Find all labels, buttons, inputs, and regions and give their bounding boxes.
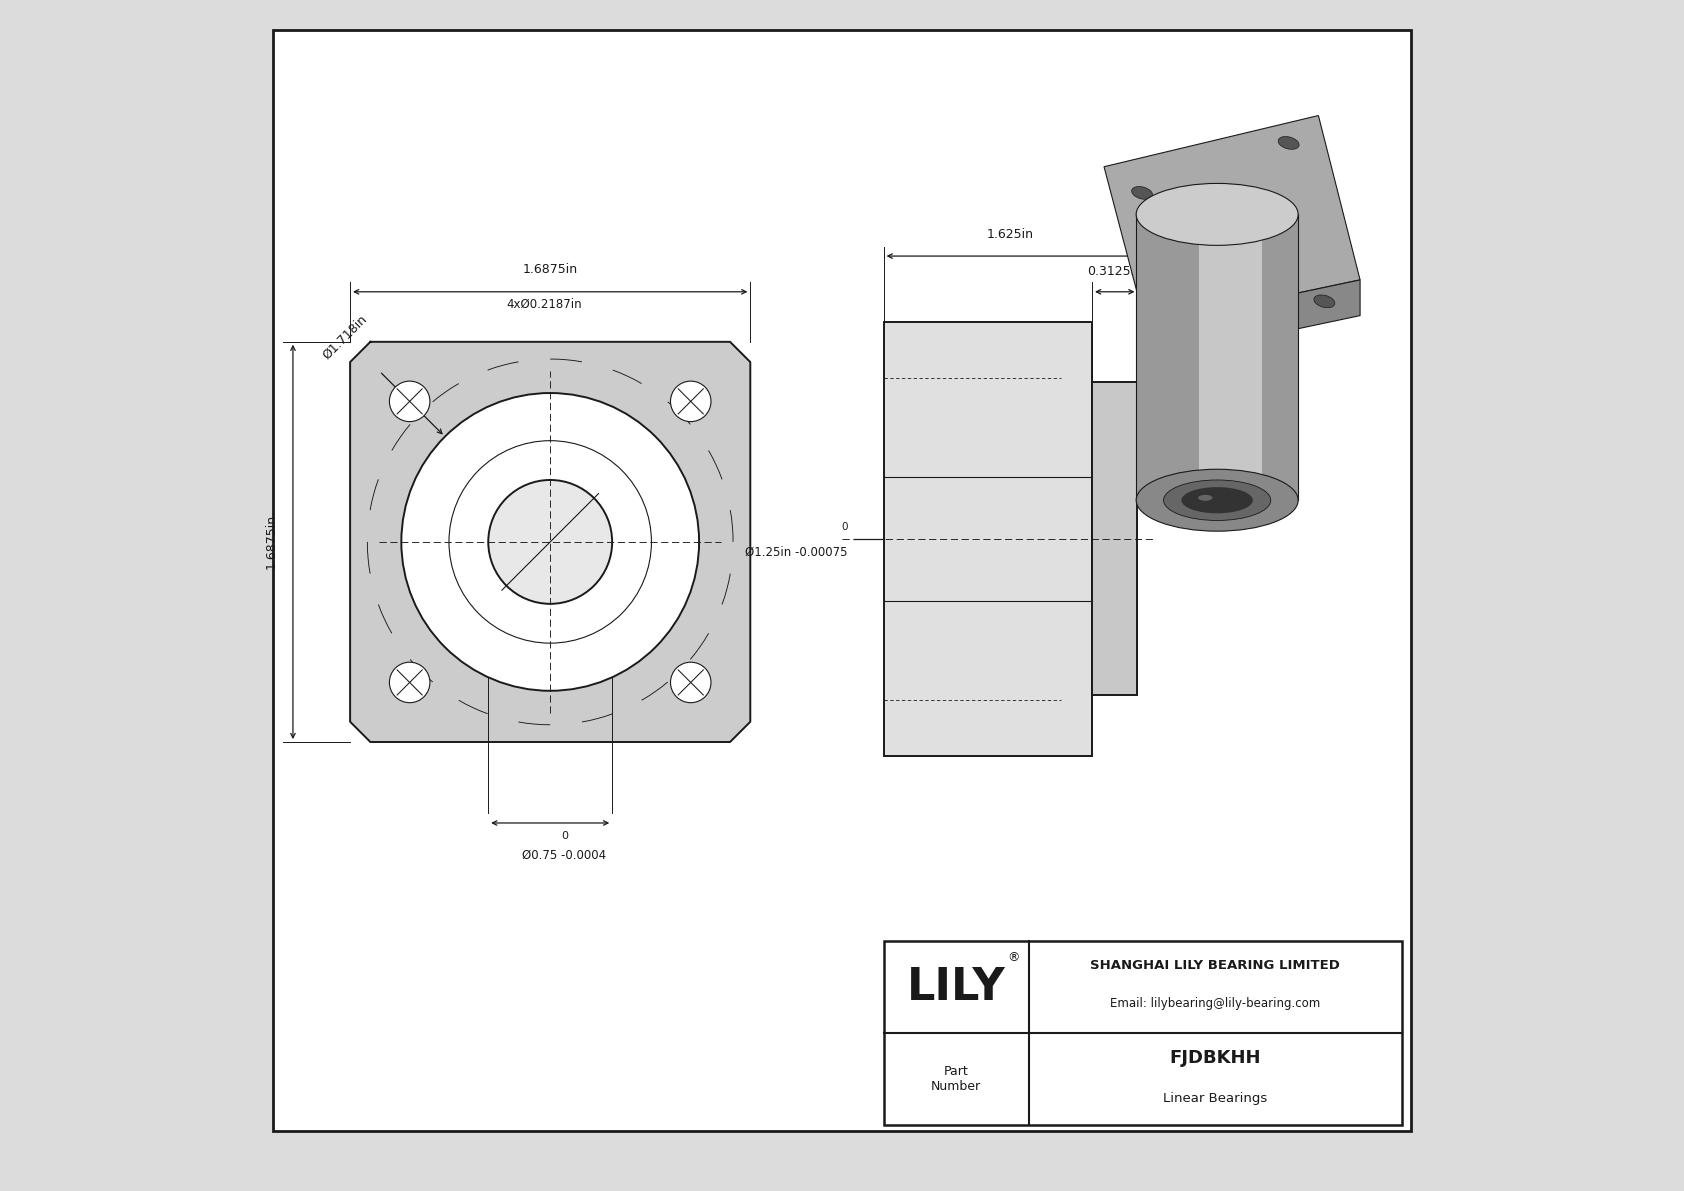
Text: SHANGHAI LILY BEARING LIMITED: SHANGHAI LILY BEARING LIMITED — [1090, 959, 1340, 972]
Text: Part
Number: Part Number — [931, 1065, 982, 1093]
Text: LILY: LILY — [908, 966, 1005, 1009]
Text: FJDBKHH: FJDBKHH — [1169, 1049, 1261, 1067]
Bar — [884, 322, 1093, 756]
Ellipse shape — [1164, 480, 1271, 520]
Circle shape — [401, 393, 699, 691]
Bar — [1093, 382, 1137, 696]
Text: 1.625in: 1.625in — [987, 227, 1034, 241]
Circle shape — [389, 662, 429, 703]
Text: 1.6875in: 1.6875in — [264, 515, 278, 569]
Text: Email: lilybearing@lily-bearing.com: Email: lilybearing@lily-bearing.com — [1110, 997, 1320, 1010]
Ellipse shape — [1137, 183, 1298, 245]
Polygon shape — [1199, 214, 1263, 500]
Text: Ø1.25in -0.00075: Ø1.25in -0.00075 — [746, 545, 849, 559]
Circle shape — [670, 662, 711, 703]
Text: Linear Bearings: Linear Bearings — [1164, 1092, 1268, 1105]
Polygon shape — [350, 342, 751, 742]
Text: ®: ® — [1007, 950, 1019, 964]
Polygon shape — [1145, 280, 1361, 361]
Text: 4xØ0.2187in: 4xØ0.2187in — [507, 298, 583, 311]
Bar — [884, 941, 1401, 1125]
Circle shape — [670, 381, 711, 422]
Circle shape — [488, 480, 613, 604]
Text: 0.3125in: 0.3125in — [1088, 264, 1142, 278]
Text: 1.6875in: 1.6875in — [522, 263, 578, 276]
Polygon shape — [1105, 116, 1361, 325]
Circle shape — [389, 381, 429, 422]
Ellipse shape — [1197, 495, 1212, 501]
Ellipse shape — [1132, 187, 1152, 199]
Ellipse shape — [1278, 137, 1298, 149]
Text: 0: 0 — [842, 522, 849, 531]
Ellipse shape — [1182, 487, 1253, 513]
Polygon shape — [1137, 214, 1298, 500]
Text: Ø0.75 -0.0004: Ø0.75 -0.0004 — [522, 849, 606, 862]
Text: 0: 0 — [561, 831, 568, 841]
Text: Ø1.718in: Ø1.718in — [320, 312, 370, 362]
Ellipse shape — [1137, 469, 1298, 531]
Ellipse shape — [1314, 295, 1335, 307]
